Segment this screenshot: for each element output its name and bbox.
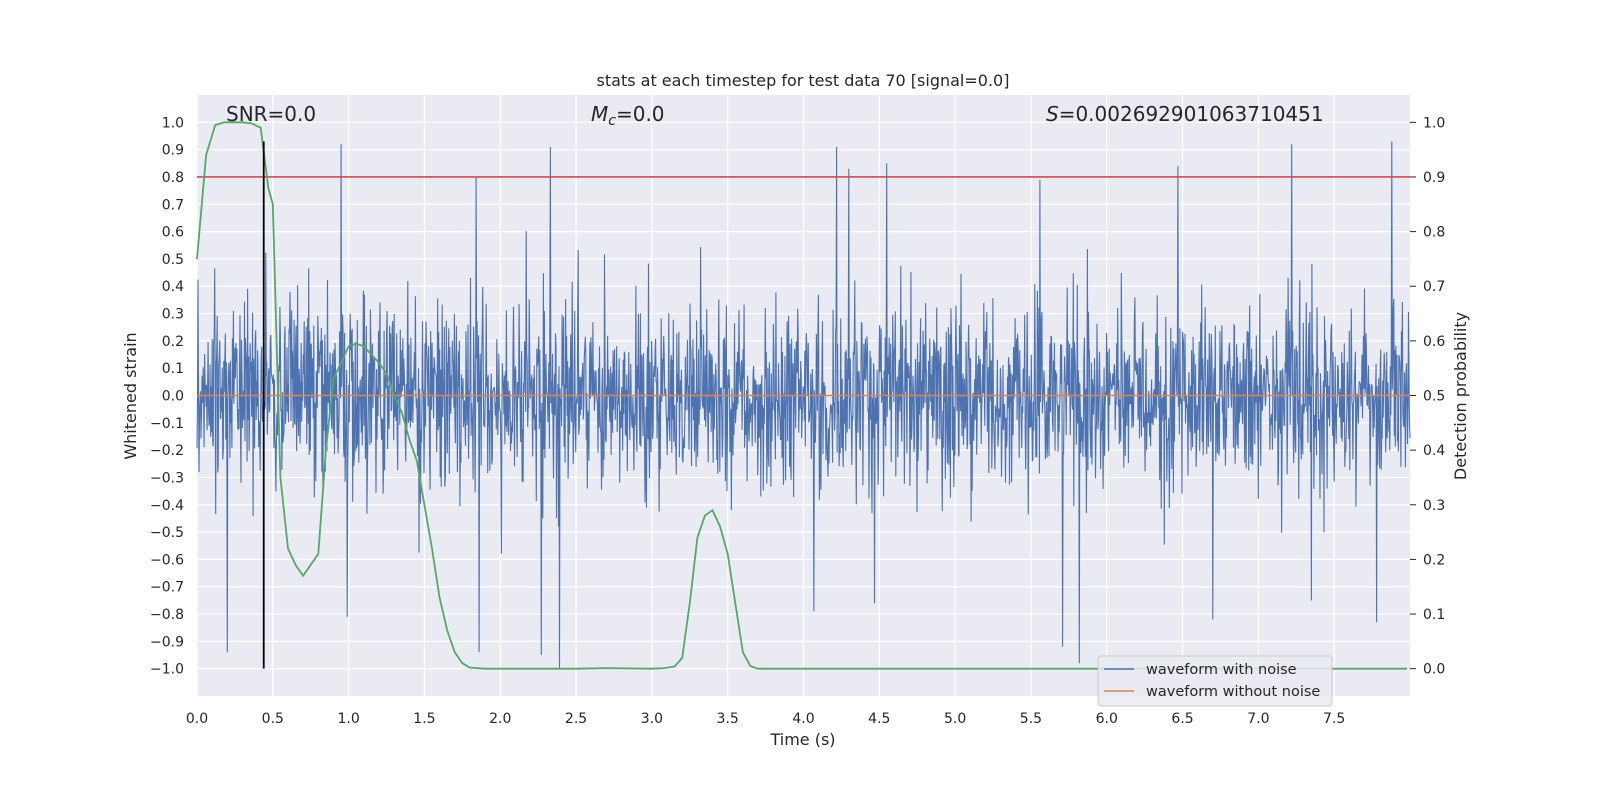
y-tick-label: −0.4 bbox=[150, 498, 184, 514]
x-tick-label: 3.5 bbox=[717, 711, 739, 727]
chirp-mass-annotation: Mc=0.0 bbox=[591, 102, 665, 129]
waveform-with-noise-line bbox=[196, 141, 1411, 669]
x-tick-label: 1.0 bbox=[337, 711, 359, 727]
score-annotation: S=0.002692901063710451 bbox=[1046, 102, 1324, 126]
chirp-mass-value: =0.0 bbox=[616, 102, 665, 126]
y-tick-label: 0.0 bbox=[162, 389, 184, 405]
series-waveform-with-noise bbox=[196, 141, 1411, 669]
chirp-mass-symbol: M bbox=[591, 102, 608, 126]
y-tick-label: 0.9 bbox=[162, 143, 184, 159]
y-tick-label: 0.4 bbox=[162, 279, 184, 295]
detection-probability-line bbox=[196, 121, 1407, 670]
x-tick-label: 4.0 bbox=[792, 711, 814, 727]
x-tick-label: 6.0 bbox=[1096, 711, 1118, 727]
x-tick-label: 0.5 bbox=[262, 711, 284, 727]
x-tick-label: 6.5 bbox=[1171, 711, 1193, 727]
y-right-tick-label: 0.4 bbox=[1423, 443, 1445, 459]
y-tick-label: −0.3 bbox=[150, 470, 184, 486]
y-tick-label: 0.5 bbox=[162, 252, 184, 268]
y-right-tick-label: 0.1 bbox=[1423, 607, 1445, 623]
snr-annotation: SNR=0.0 bbox=[226, 102, 316, 126]
y-tick-label: 0.2 bbox=[162, 334, 184, 350]
x-tick-label: 3.0 bbox=[641, 711, 663, 727]
y-right-tick-label: 0.0 bbox=[1423, 662, 1445, 678]
y-right-tick-label: 0.8 bbox=[1423, 225, 1445, 241]
x-axis-label: Time (s) bbox=[769, 730, 835, 749]
y-tick-label: 0.6 bbox=[162, 225, 184, 241]
y-tick-label: −0.7 bbox=[150, 580, 184, 596]
legend-label-clean: waveform without noise bbox=[1146, 684, 1320, 700]
y-right-tick-label: 0.7 bbox=[1423, 279, 1445, 295]
y-tick-label: −0.6 bbox=[150, 552, 184, 568]
y-right-axis-label: Detection probability bbox=[1451, 312, 1470, 480]
legend-frame bbox=[1097, 655, 1333, 707]
y-tick-label: −0.2 bbox=[150, 443, 184, 459]
legend-label-noise: waveform with noise bbox=[1146, 662, 1297, 678]
legend: waveform with noise waveform without noi… bbox=[1097, 655, 1333, 707]
y-right-tick-label: 0.3 bbox=[1423, 498, 1445, 514]
x-tick-label: 4.5 bbox=[868, 711, 890, 727]
x-tick-label: 7.0 bbox=[1247, 711, 1269, 727]
score-symbol: S bbox=[1046, 102, 1059, 126]
chirp-mass-subscript: c bbox=[608, 113, 616, 129]
y-tick-label: −0.5 bbox=[150, 525, 184, 541]
tick-labels: 0.0 0.5 1.0 1.5 2.0 2.5 3.0 3.5 4.0 4.5 5.0 5.5 6.0 6… bbox=[150, 115, 1445, 727]
x-tick-label: 5.5 bbox=[1020, 711, 1042, 727]
y-tick-label: 0.1 bbox=[162, 361, 184, 377]
x-tick-label: 5.0 bbox=[944, 711, 966, 727]
x-tick-label: 2.5 bbox=[565, 711, 587, 727]
y-tick-label: −0.9 bbox=[150, 634, 184, 650]
score-value: =0.002692901063710451 bbox=[1059, 102, 1324, 126]
y-right-tick-label: 0.6 bbox=[1423, 334, 1445, 350]
x-tick-label: 2.0 bbox=[489, 711, 511, 727]
y-right-tick-label: 0.9 bbox=[1423, 170, 1445, 186]
y-right-tick-label: 0.5 bbox=[1423, 389, 1445, 405]
y-tick-label: 0.7 bbox=[162, 197, 184, 213]
y-tick-label: −0.1 bbox=[150, 416, 184, 432]
y-tick-label: −1.0 bbox=[150, 662, 184, 678]
y-tick-label: 1.0 bbox=[162, 115, 184, 131]
y-axis-label: Whitened strain bbox=[121, 332, 140, 459]
y-right-tick-label: 0.2 bbox=[1423, 552, 1445, 568]
x-tick-label: 7.5 bbox=[1323, 711, 1345, 727]
x-tick-label: 1.5 bbox=[413, 711, 435, 727]
x-tick-label: 0.0 bbox=[186, 711, 208, 727]
y-tick-label: 0.8 bbox=[162, 170, 184, 186]
series-lines bbox=[196, 121, 1410, 670]
y-tick-label: 0.3 bbox=[162, 307, 184, 323]
y-tick-label: −0.8 bbox=[150, 607, 184, 623]
y-right-tick-label: 1.0 bbox=[1423, 115, 1445, 131]
chart-title: stats at each timestep for test data 70 … bbox=[597, 71, 1010, 90]
